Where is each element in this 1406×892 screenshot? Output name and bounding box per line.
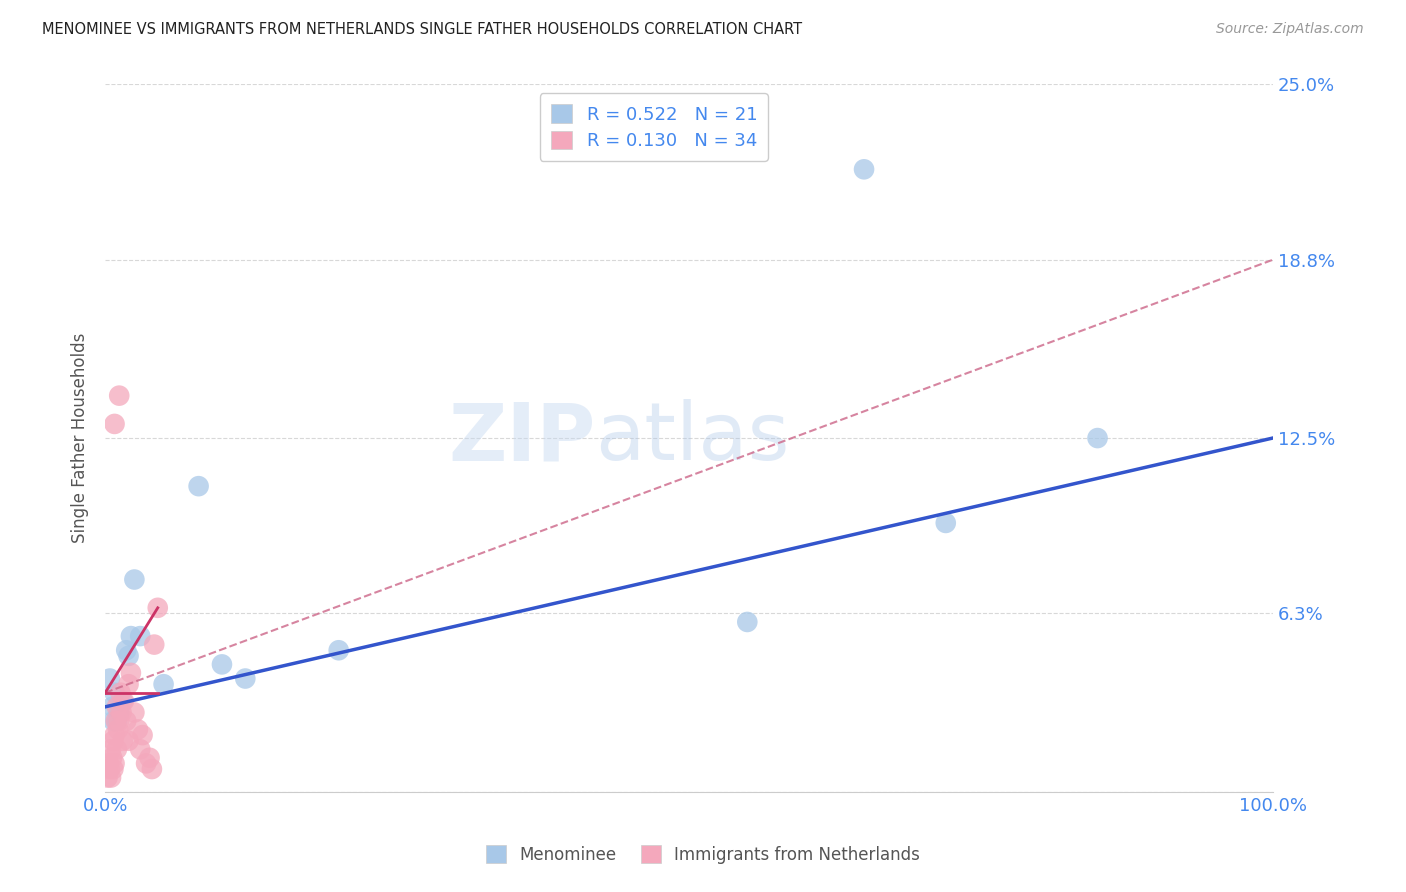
- Point: [129, 742, 152, 756]
- Point: [117, 677, 139, 691]
- Point: [138, 750, 160, 764]
- Point: [103, 686, 125, 700]
- Point: [152, 677, 174, 691]
- Point: [187, 479, 209, 493]
- Text: ZIP: ZIP: [449, 399, 596, 477]
- Point: [1087, 431, 1109, 445]
- Point: [233, 672, 256, 686]
- Y-axis label: Single Father Households: Single Father Households: [72, 333, 89, 543]
- Point: [127, 723, 149, 737]
- Point: [117, 733, 139, 747]
- Point: [105, 742, 128, 756]
- Point: [115, 714, 138, 728]
- Text: Source: ZipAtlas.com: Source: ZipAtlas.com: [1216, 22, 1364, 37]
- Point: [853, 162, 876, 177]
- Point: [112, 694, 135, 708]
- Point: [110, 706, 132, 720]
- Point: [211, 657, 233, 672]
- Point: [103, 733, 125, 747]
- Point: [98, 762, 121, 776]
- Point: [97, 756, 120, 771]
- Text: MENOMINEE VS IMMIGRANTS FROM NETHERLANDS SINGLE FATHER HOUSEHOLDS CORRELATION CH: MENOMINEE VS IMMIGRANTS FROM NETHERLANDS…: [42, 22, 803, 37]
- Legend: Menominee, Immigrants from Netherlands: Menominee, Immigrants from Netherlands: [479, 838, 927, 871]
- Point: [105, 699, 128, 714]
- Point: [135, 756, 157, 771]
- Point: [117, 648, 139, 663]
- Point: [146, 600, 169, 615]
- Point: [108, 389, 131, 403]
- Point: [96, 771, 118, 785]
- Point: [107, 723, 129, 737]
- Point: [103, 728, 125, 742]
- Text: atlas: atlas: [596, 399, 790, 477]
- Point: [120, 665, 142, 680]
- Point: [108, 714, 131, 728]
- Point: [104, 714, 127, 728]
- Point: [108, 706, 131, 720]
- Point: [124, 573, 146, 587]
- Point: [131, 728, 153, 742]
- Point: [103, 417, 125, 431]
- Point: [737, 615, 759, 629]
- Point: [328, 643, 350, 657]
- Point: [105, 714, 128, 728]
- Point: [103, 714, 125, 728]
- Point: [120, 629, 142, 643]
- Point: [935, 516, 957, 530]
- Point: [100, 742, 122, 756]
- Point: [103, 762, 125, 776]
- Point: [101, 750, 124, 764]
- Point: [101, 699, 124, 714]
- Point: [111, 733, 134, 747]
- Point: [110, 686, 132, 700]
- Legend: R = 0.522   N = 21, R = 0.130   N = 34: R = 0.522 N = 21, R = 0.130 N = 34: [540, 94, 768, 161]
- Point: [103, 756, 125, 771]
- Point: [141, 762, 163, 776]
- Point: [124, 706, 146, 720]
- Point: [100, 771, 122, 785]
- Point: [143, 638, 166, 652]
- Point: [98, 672, 121, 686]
- Point: [111, 694, 134, 708]
- Point: [129, 629, 152, 643]
- Point: [115, 643, 138, 657]
